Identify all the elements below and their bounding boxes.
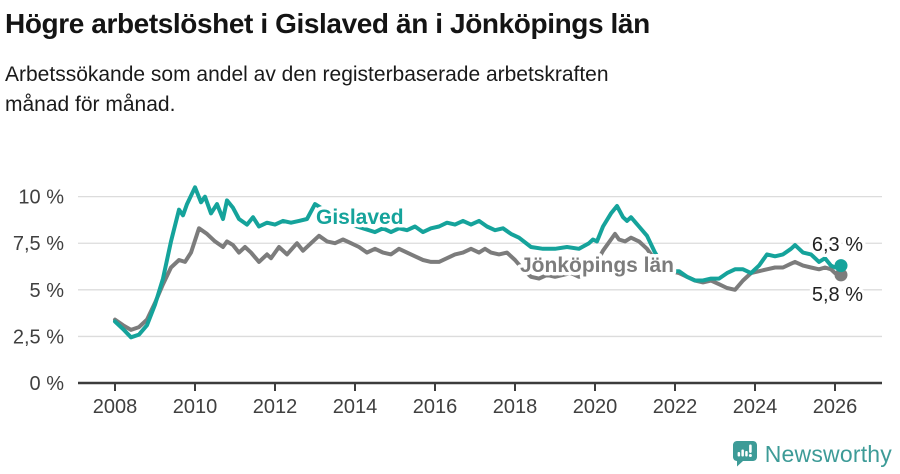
- x-tick-label: 2026: [813, 396, 858, 418]
- x-tick-label: 2012: [253, 396, 298, 418]
- y-tick-label: 7,5 %: [13, 233, 64, 255]
- x-tick-label: 2020: [573, 396, 618, 418]
- series-end-dot: [834, 268, 848, 282]
- series-label: Gislaved: [316, 206, 404, 229]
- x-tick-label: 2008: [93, 396, 138, 418]
- x-tick-label: 2018: [493, 396, 538, 418]
- x-tick-label: 2024: [733, 396, 778, 418]
- page-title: Högre arbetslöshet i Gislaved än i Jönkö…: [5, 8, 650, 39]
- newsworthy-logo[interactable]: Newsworthy: [732, 440, 892, 468]
- chart-subtitle: Arbetssökande som andel av den registerb…: [5, 63, 609, 117]
- series-line-j-nk-pings-l-n: [113, 226, 843, 332]
- y-tick-label: 0 %: [30, 373, 65, 395]
- series-label: Jönköpings län: [520, 254, 674, 277]
- y-tick-label: 5 %: [30, 280, 65, 302]
- y-tick-label: 10 %: [18, 187, 64, 209]
- series-end-dot: [834, 259, 848, 273]
- x-tick-label: 2014: [333, 396, 378, 418]
- end-value-label: 6,3 %: [812, 234, 863, 256]
- x-tick-label: 2010: [173, 396, 218, 418]
- series-line-gislaved: [113, 185, 843, 340]
- newsworthy-icon: [732, 441, 757, 467]
- newsworthy-wordmark: Newsworthy: [764, 440, 892, 467]
- x-tick-label: 2016: [413, 396, 458, 418]
- end-value-label: 5,8 %: [812, 284, 863, 306]
- x-tick-label: 2022: [653, 396, 698, 418]
- y-tick-label: 2,5 %: [13, 326, 64, 348]
